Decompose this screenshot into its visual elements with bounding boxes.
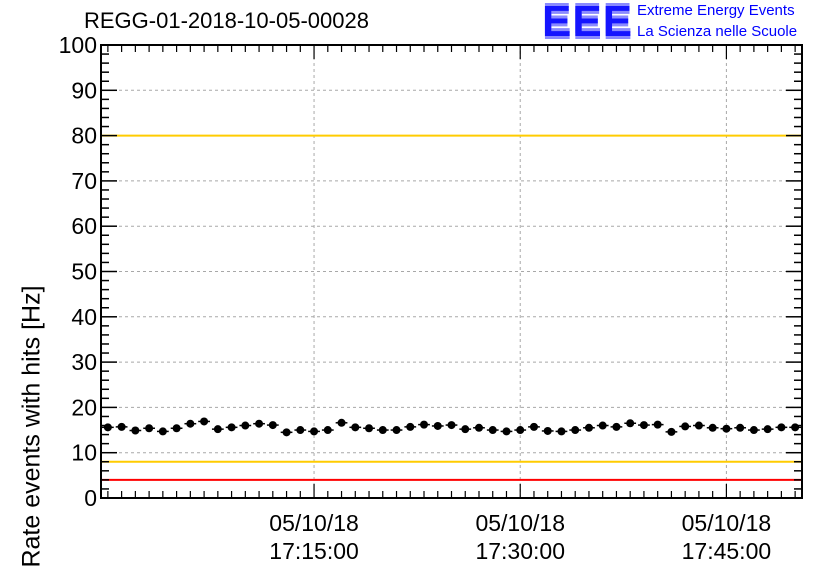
x-tick-label-date: 05/10/18: [269, 510, 359, 536]
y-tick-label: 90: [71, 77, 97, 103]
data-point: [708, 423, 717, 432]
data-point: [584, 423, 593, 432]
data-point: [639, 421, 648, 430]
y-tick-label: 20: [71, 394, 97, 420]
tick-labels: 010203040506070809010005/10/1817:15:0005…: [59, 32, 772, 564]
y-tick-label: 100: [59, 32, 97, 58]
data-point: [158, 427, 167, 436]
data-point: [227, 423, 236, 432]
data-point: [296, 426, 305, 435]
data-point: [392, 426, 401, 435]
y-tick-label: 0: [84, 485, 97, 511]
data-point: [529, 422, 538, 431]
eee-logo-mark: EEE: [542, 0, 634, 46]
data-point: [186, 419, 195, 428]
data-point: [749, 426, 758, 435]
x-tick-label-date: 05/10/18: [475, 510, 565, 536]
logo-line-1: Extreme Energy Events: [637, 2, 795, 19]
y-tick-label: 80: [71, 123, 97, 149]
data-point: [474, 423, 483, 432]
y-tick-label: 40: [71, 304, 97, 330]
x-tick-label-time: 17:45:00: [682, 538, 772, 564]
data-point: [433, 421, 442, 430]
data-point: [172, 424, 181, 433]
data-point: [571, 426, 580, 435]
y-tick-label: 30: [71, 349, 97, 375]
logo-line-2: La Scienza nelle Scuole: [637, 23, 798, 40]
y-tick-label: 60: [71, 213, 97, 239]
data-point: [653, 420, 662, 429]
y-tick-label: 50: [71, 259, 97, 285]
data-point: [103, 423, 112, 432]
data-point: [516, 426, 525, 435]
data-point: [722, 424, 731, 433]
x-tick-label-time: 17:15:00: [269, 538, 359, 564]
data-point: [612, 422, 621, 431]
data-point: [268, 421, 277, 430]
eee-logo: EEE Extreme Energy Events La Scienza nel…: [542, 0, 832, 46]
data-point: [557, 427, 566, 436]
data-point: [131, 426, 140, 435]
data-point: [406, 422, 415, 431]
data-point: [488, 426, 497, 435]
data-points: [102, 417, 801, 437]
data-point: [461, 425, 470, 434]
y-tick-label: 70: [71, 168, 97, 194]
data-point: [626, 419, 635, 428]
data-point: [543, 426, 552, 435]
data-point: [502, 427, 511, 436]
data-point: [777, 423, 786, 432]
data-point: [365, 424, 374, 433]
x-tick-label-time: 17:30:00: [475, 538, 565, 564]
data-point: [310, 427, 319, 436]
x-tick-label-date: 05/10/18: [682, 510, 772, 536]
data-point: [378, 426, 387, 435]
axis-ticks: [101, 44, 802, 499]
data-point: [791, 423, 800, 432]
y-tick-label: 10: [71, 440, 97, 466]
data-point: [337, 418, 346, 427]
data-point: [282, 428, 291, 437]
data-point: [420, 420, 429, 429]
data-point: [117, 422, 126, 431]
grid-layer: [101, 45, 802, 498]
data-point: [213, 425, 222, 434]
data-point: [736, 423, 745, 432]
data-point: [447, 421, 456, 430]
data-point: [351, 423, 360, 432]
data-point: [200, 417, 209, 426]
data-point: [681, 422, 690, 431]
data-point: [694, 421, 703, 430]
data-point: [241, 421, 250, 430]
chart-title: REGG-01-2018-10-05-00028: [84, 8, 369, 33]
data-point: [598, 421, 607, 430]
y-axis-label: Rate events with hits [Hz]: [17, 285, 46, 568]
data-point: [667, 427, 676, 436]
data-point: [763, 425, 772, 434]
reference-lines: [101, 44, 802, 481]
data-point: [323, 426, 332, 435]
data-point: [145, 424, 154, 433]
data-point: [255, 419, 264, 428]
